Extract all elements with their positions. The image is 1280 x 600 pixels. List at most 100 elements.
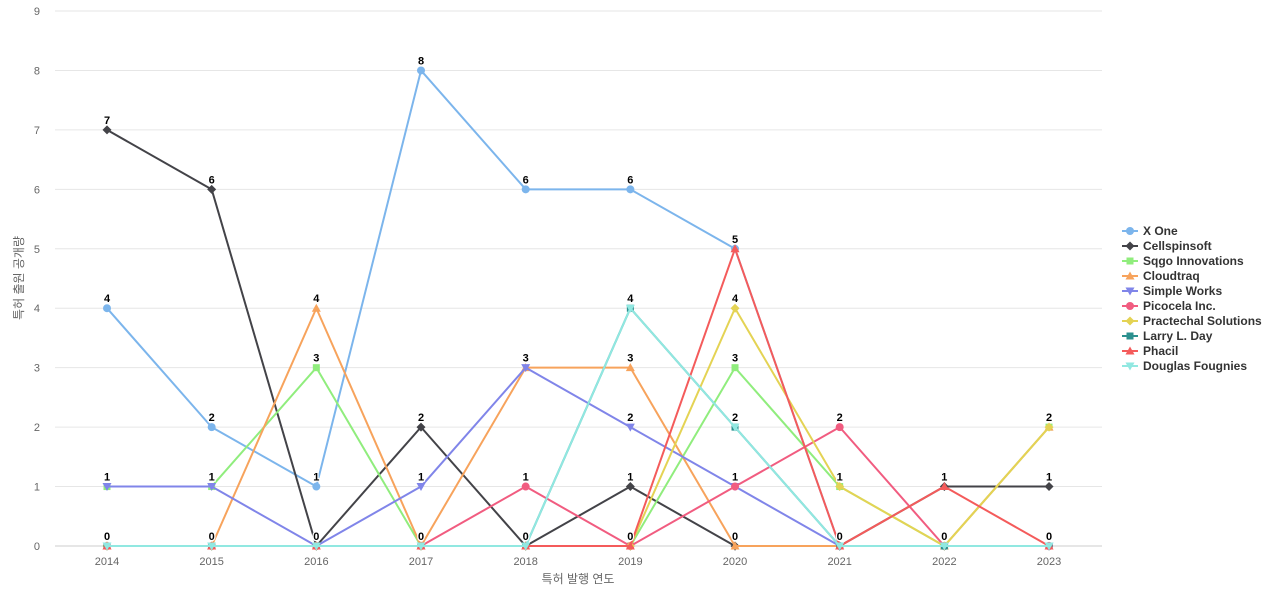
- data-label: 4: [104, 293, 111, 305]
- data-label: 1: [313, 472, 319, 484]
- legend-symbol: [1125, 271, 1135, 280]
- data-point: [625, 482, 635, 492]
- data-label: 0: [1046, 531, 1052, 543]
- data-point: [730, 244, 740, 253]
- data-label: 1: [941, 472, 947, 484]
- data-point: [102, 542, 112, 551]
- data-point: [625, 541, 635, 550]
- x-tick-label: 2022: [932, 556, 956, 568]
- data-point: [416, 422, 426, 432]
- data-point: [102, 483, 112, 492]
- data-point: [939, 542, 949, 551]
- data-point: [939, 482, 949, 491]
- data-label: 6: [523, 174, 529, 186]
- data-label: 0: [732, 531, 738, 543]
- data-point: [625, 423, 635, 432]
- data-label: 3: [523, 353, 529, 365]
- legend-symbol: [1126, 257, 1134, 265]
- data-point: [626, 185, 635, 194]
- data-label: 0: [523, 531, 529, 543]
- data-label: 1: [209, 472, 215, 484]
- legend-item: Larry L. Day: [1122, 329, 1213, 343]
- data-label: 1: [627, 472, 633, 484]
- y-tick-label: 8: [34, 65, 40, 77]
- x-tick-label: 2019: [618, 556, 642, 568]
- data-label: 4: [732, 293, 739, 305]
- data-label: 0: [313, 531, 319, 543]
- data-label: 7: [104, 115, 110, 127]
- x-axis: 2014 2015 2016 2017 2018 2019 2020 2021 2022 2023: [95, 546, 1061, 568]
- data-point: [312, 482, 321, 491]
- legend-symbol: [1125, 316, 1135, 326]
- legend-item: Cellspinsoft: [1122, 239, 1212, 253]
- data-point: [207, 423, 216, 432]
- legend-symbol: [1126, 302, 1134, 310]
- legend-item: Cloudtraq: [1122, 269, 1200, 283]
- data-point: [207, 184, 217, 194]
- series-line: [106, 129, 1050, 547]
- data-point: [311, 303, 321, 312]
- data-label: 0: [941, 531, 947, 543]
- legend-label: Douglas Fougnies: [1143, 359, 1247, 373]
- y-tick-label: 9: [34, 6, 40, 18]
- data-label: 1: [837, 472, 843, 484]
- x-tick-label: 2018: [513, 556, 537, 568]
- data-label: 3: [313, 353, 319, 365]
- data-label: 1: [104, 472, 110, 484]
- data-point: [1044, 542, 1054, 551]
- data-point: [417, 66, 426, 75]
- grid-lines: [55, 10, 1102, 547]
- series-line: [107, 366, 1050, 547]
- data-label: 2: [209, 412, 215, 424]
- data-label: 0: [418, 531, 424, 543]
- legend-label: Practechal Solutions: [1143, 314, 1262, 328]
- legend-symbol: [1125, 362, 1135, 371]
- series-simple-works: [102, 364, 1054, 551]
- data-point: [731, 364, 739, 372]
- data-point: [207, 542, 217, 551]
- y-tick-label: 3: [34, 363, 40, 375]
- data-point: [521, 364, 531, 373]
- data-label: 2: [418, 412, 424, 424]
- data-label: 6: [627, 174, 633, 186]
- data-label: 6: [209, 174, 215, 186]
- data-point: [207, 483, 217, 492]
- data-label: 3: [627, 353, 633, 365]
- data-label: 1: [1046, 472, 1052, 484]
- x-tick-label: 2014: [95, 556, 119, 568]
- series-douglas-fougnies: [102, 304, 1054, 551]
- legend-item: Sqgo Innovations: [1122, 254, 1244, 268]
- data-point: [625, 363, 635, 372]
- x-tick-label: 2015: [199, 556, 223, 568]
- x-tick-label: 2017: [409, 556, 433, 568]
- x-tick-label: 2016: [304, 556, 328, 568]
- data-point: [1044, 422, 1054, 432]
- legend-label: Cellspinsoft: [1143, 239, 1212, 253]
- data-label: 4: [627, 293, 634, 305]
- data-label: 1: [418, 472, 424, 484]
- data-label: 2: [1046, 412, 1052, 424]
- series-sqgo-innovations: [103, 364, 1053, 550]
- data-label: 0: [209, 531, 215, 543]
- y-tick-label: 2: [34, 422, 40, 434]
- legend-symbol: [1126, 227, 1134, 235]
- series-line: [107, 366, 1050, 547]
- data-label: 0: [627, 531, 633, 543]
- y-tick-label: 4: [34, 303, 40, 315]
- legend-item: Practechal Solutions: [1122, 314, 1262, 328]
- y-tick-label: 5: [34, 244, 40, 256]
- legend-item: Phacil: [1122, 344, 1178, 358]
- data-point: [416, 542, 426, 551]
- data-point: [731, 482, 740, 491]
- data-point: [625, 304, 635, 313]
- x-tick-label: 2020: [723, 556, 747, 568]
- legend-label: X One: [1143, 224, 1178, 238]
- legend-item: Picocela Inc.: [1122, 299, 1216, 313]
- data-point: [1044, 482, 1054, 492]
- data-point: [416, 483, 426, 492]
- data-point: [835, 542, 845, 551]
- legend-label: Cloudtraq: [1143, 269, 1200, 283]
- y-tick-label: 6: [34, 184, 40, 196]
